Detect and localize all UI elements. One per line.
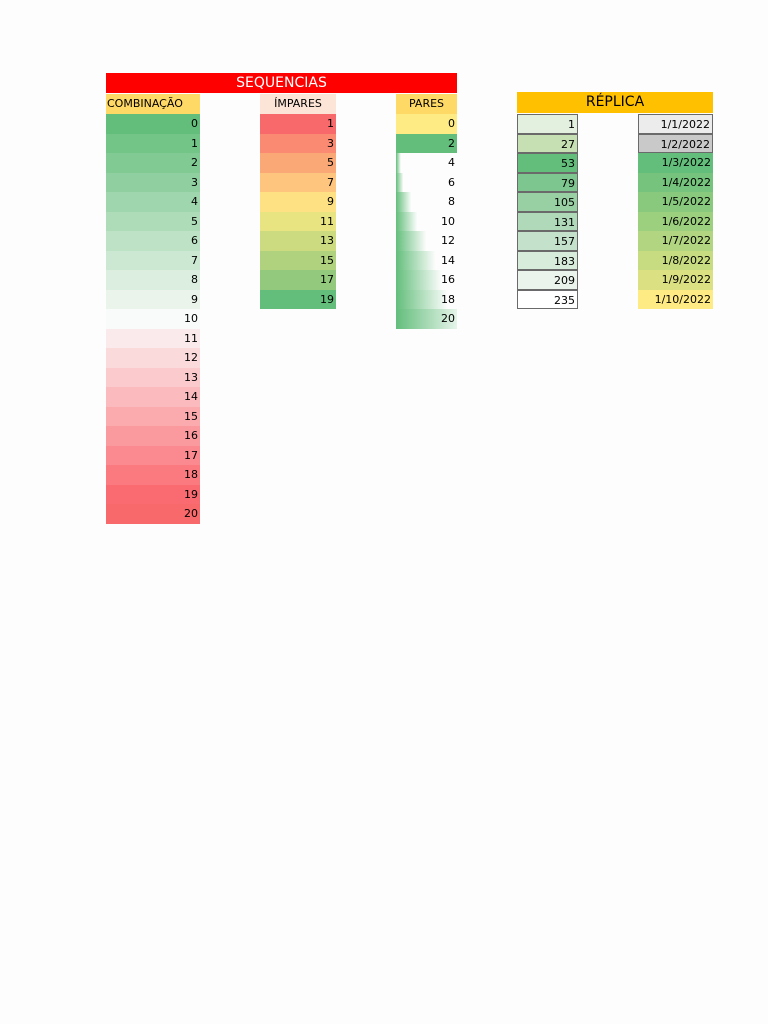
pares-header: PARES xyxy=(396,94,457,114)
pares-cell[interactable]: 2 xyxy=(396,133,457,153)
impares-cell[interactable]: 3 xyxy=(260,133,336,153)
replica-date-cell[interactable]: 1/3/2022 xyxy=(638,153,713,173)
pares-cell[interactable]: 12 xyxy=(396,231,457,251)
combinacao-cell[interactable]: 16 xyxy=(106,426,200,446)
combinacao-cell[interactable]: 5 xyxy=(106,211,200,231)
impares-cell[interactable]: 9 xyxy=(260,192,336,212)
replica-date-cell[interactable]: 1/9/2022 xyxy=(638,270,713,290)
combinacao-cell[interactable]: 20 xyxy=(106,504,200,524)
replica-date-cell[interactable]: 1/7/2022 xyxy=(638,231,713,251)
combinacao-cell[interactable]: 11 xyxy=(106,328,200,348)
combinacao-cell[interactable]: 18 xyxy=(106,465,200,485)
replica-number-cell[interactable]: 131 xyxy=(517,211,578,231)
pares-cell[interactable]: 20 xyxy=(396,309,457,329)
replica-header: RÉPLICA xyxy=(517,92,713,113)
impares-cell[interactable]: 7 xyxy=(260,172,336,192)
pares-cell[interactable]: 0 xyxy=(396,114,457,134)
sequencias-title: SEQUENCIAS xyxy=(106,73,457,93)
impares-cell[interactable]: 13 xyxy=(260,231,336,251)
impares-cell[interactable]: 11 xyxy=(260,211,336,231)
combinacao-cell[interactable]: 1 xyxy=(106,133,200,153)
combinacao-cell[interactable]: 2 xyxy=(106,153,200,173)
replica-date-cell[interactable]: 1/1/2022 xyxy=(638,114,713,134)
pares-cell[interactable]: 10 xyxy=(396,211,457,231)
combinacao-cell[interactable]: 9 xyxy=(106,289,200,309)
replica-number-cell[interactable]: 235 xyxy=(517,289,578,309)
replica-date-cell[interactable]: 1/2/2022 xyxy=(638,133,713,153)
impares-cell[interactable]: 17 xyxy=(260,270,336,290)
pares-cell[interactable]: 4 xyxy=(396,153,457,173)
replica-number-cell[interactable]: 1 xyxy=(517,114,578,134)
combinacao-cell[interactable]: 6 xyxy=(106,231,200,251)
replica-number-cell[interactable]: 27 xyxy=(517,133,578,153)
combinacao-cell[interactable]: 3 xyxy=(106,172,200,192)
combinacao-cell[interactable]: 12 xyxy=(106,348,200,368)
pares-cell[interactable]: 6 xyxy=(396,172,457,192)
impares-cell[interactable]: 5 xyxy=(260,153,336,173)
replica-number-cell[interactable]: 157 xyxy=(517,231,578,251)
replica-number-cell[interactable]: 105 xyxy=(517,192,578,212)
pares-cell[interactable]: 14 xyxy=(396,250,457,270)
combinacao-cell[interactable]: 10 xyxy=(106,309,200,329)
combinacao-cell[interactable]: 4 xyxy=(106,192,200,212)
replica-date-cell[interactable]: 1/4/2022 xyxy=(638,172,713,192)
replica-date-cell[interactable]: 1/6/2022 xyxy=(638,211,713,231)
combinacao-cell[interactable]: 14 xyxy=(106,387,200,407)
impares-cell[interactable]: 19 xyxy=(260,289,336,309)
impares-cell[interactable]: 1 xyxy=(260,114,336,134)
replica-date-cell[interactable]: 1/5/2022 xyxy=(638,192,713,212)
combinacao-cell[interactable]: 8 xyxy=(106,270,200,290)
replica-number-cell[interactable]: 79 xyxy=(517,172,578,192)
impares-cell[interactable]: 15 xyxy=(260,250,336,270)
replica-number-cell[interactable]: 183 xyxy=(517,250,578,270)
combinacao-cell[interactable]: 0 xyxy=(106,114,200,134)
combinacao-cell[interactable]: 17 xyxy=(106,445,200,465)
replica-number-cell[interactable]: 209 xyxy=(517,270,578,290)
replica-number-cell[interactable]: 53 xyxy=(517,153,578,173)
replica-date-cell[interactable]: 1/8/2022 xyxy=(638,250,713,270)
combinacao-cell[interactable]: 15 xyxy=(106,406,200,426)
combinacao-header: COMBINAÇÃO xyxy=(106,94,200,114)
impares-header: ÍMPARES xyxy=(260,94,336,114)
pares-cell[interactable]: 16 xyxy=(396,270,457,290)
pares-cell[interactable]: 18 xyxy=(396,289,457,309)
combinacao-cell[interactable]: 13 xyxy=(106,367,200,387)
pares-cell[interactable]: 8 xyxy=(396,192,457,212)
combinacao-cell[interactable]: 7 xyxy=(106,250,200,270)
combinacao-cell[interactable]: 19 xyxy=(106,484,200,504)
replica-date-cell[interactable]: 1/10/2022 xyxy=(638,289,713,309)
